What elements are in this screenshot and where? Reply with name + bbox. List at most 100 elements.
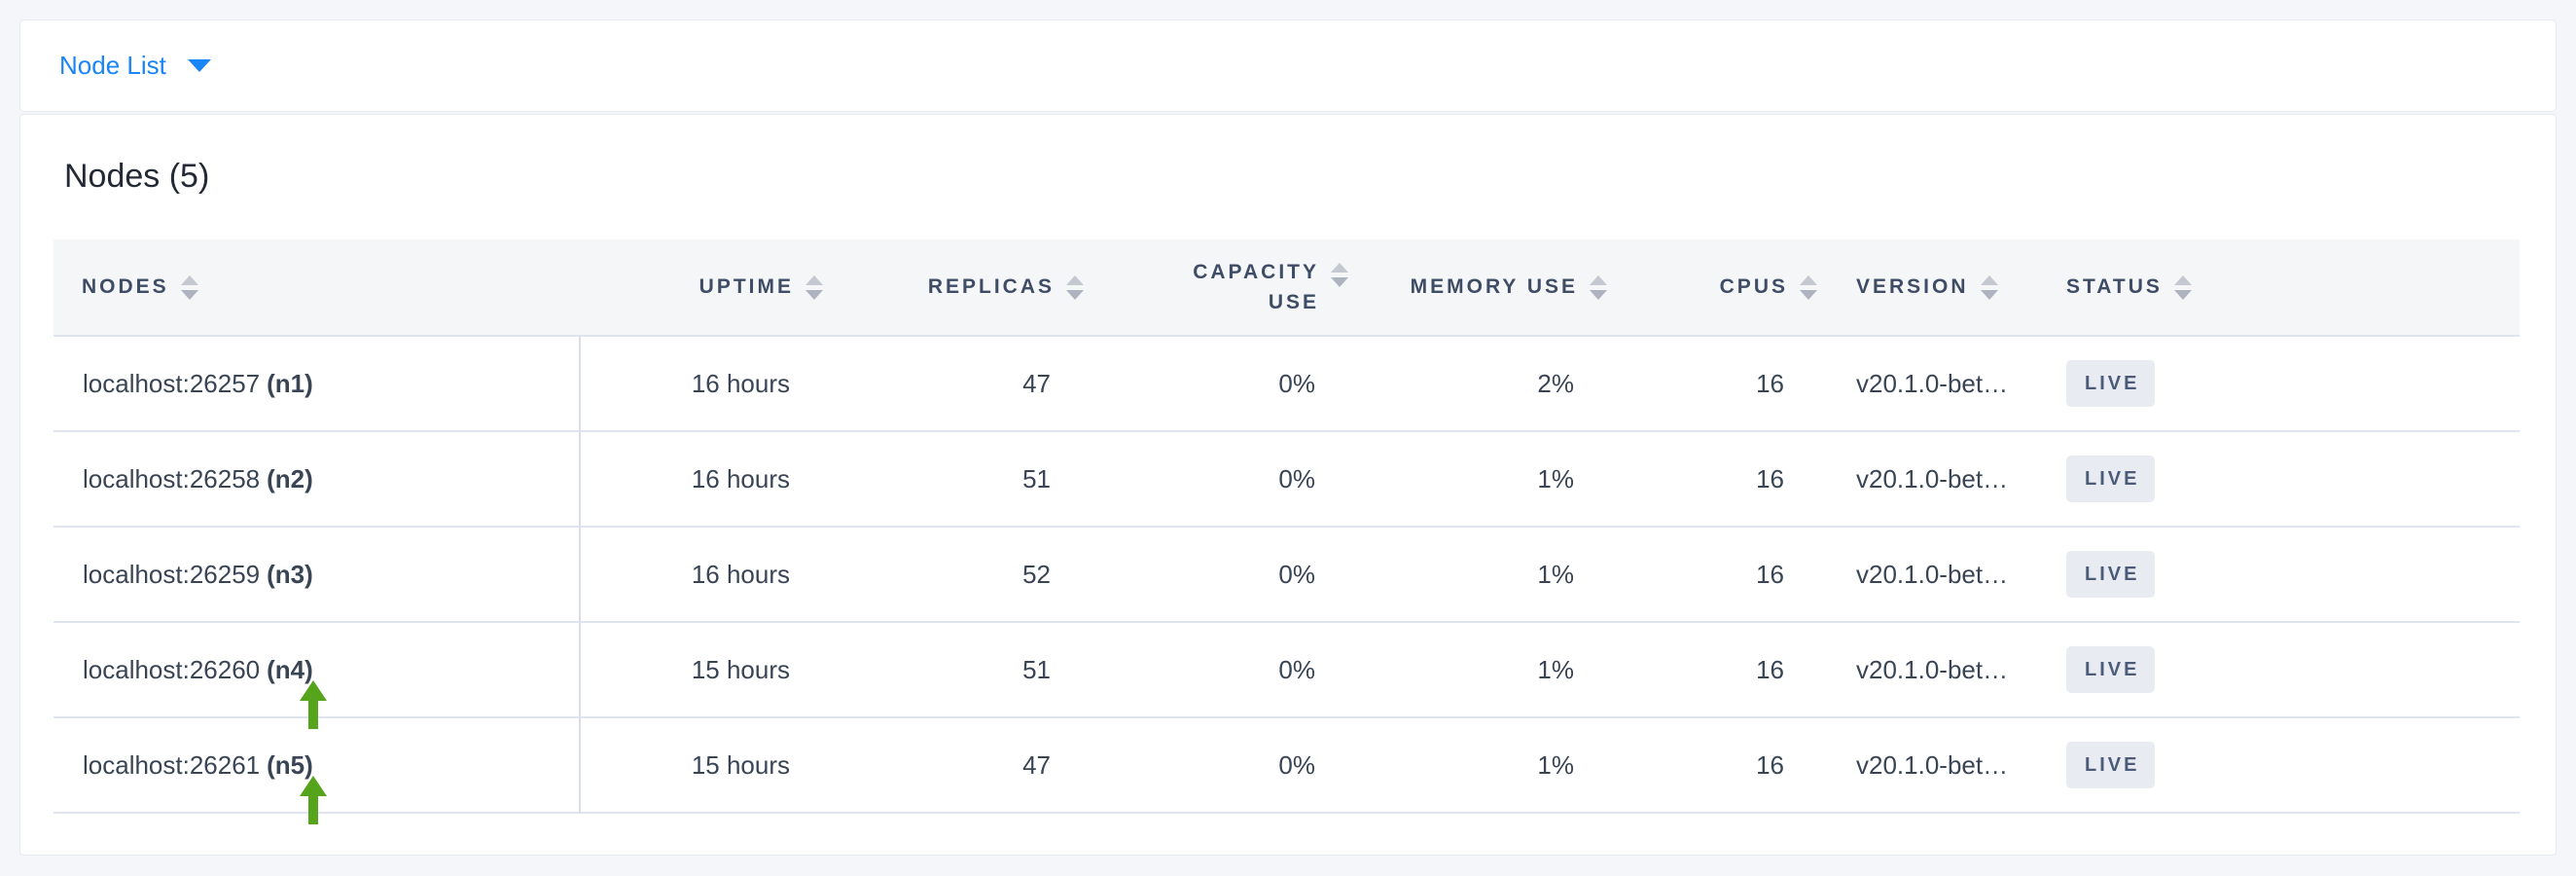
sort-arrows-icon — [805, 274, 823, 300]
node-id: (n4) — [267, 654, 313, 684]
cell-replicas: 51 — [1022, 463, 1051, 493]
cell-memory_use: 1% — [1537, 749, 1574, 780]
column-header-label: NODES — [82, 275, 169, 298]
column-header-replicas[interactable]: REPLICAS — [798, 239, 1084, 335]
nodes-column-divider — [579, 336, 581, 813]
chevron-down-icon — [187, 59, 211, 72]
arrow-stem — [308, 795, 318, 824]
arrow-head-icon — [300, 776, 327, 796]
table-row: localhost:26260 (n4) 15 hours 51 0% 1% 16 v20.1… — [54, 623, 2520, 718]
node-id: (n2) — [267, 463, 313, 493]
cell-capacity_use: 0% — [1278, 559, 1315, 589]
node-id: (n3) — [267, 559, 313, 589]
annotation-arrow-up-n5 — [299, 776, 328, 824]
view-selector-bar: Node List — [19, 19, 2557, 112]
cell-status: LIVE — [2038, 528, 2520, 621]
cell-version: v20.1.0-bet… — [1856, 559, 2009, 589]
nodes-panel: Nodes (5) NODES UPTIME REPLICAS CAPACITY US… — [19, 114, 2557, 856]
node-id: (n1) — [267, 368, 313, 398]
column-header-memory_use[interactable]: MEMORY USE — [1323, 239, 1607, 335]
cell-replicas: 52 — [1022, 559, 1051, 589]
cell-replicas: 47 — [1022, 368, 1051, 398]
status-badge-live: LIVE — [2066, 646, 2156, 693]
status-badge-live: LIVE — [2066, 456, 2156, 502]
cell-status: LIVE — [2038, 337, 2520, 430]
sort-arrows-icon — [1590, 274, 1607, 300]
cell-version: v20.1.0-bet… — [1856, 654, 2009, 684]
column-header-label: MEMORY USE — [1410, 275, 1578, 298]
column-header-uptime[interactable]: UPTIME — [579, 239, 823, 335]
cell-memory_use: 1% — [1537, 559, 1574, 589]
cell-uptime: 15 hours — [691, 654, 790, 684]
sort-arrows-icon — [1066, 274, 1084, 300]
sort-arrows-icon — [1800, 274, 1817, 300]
node-address: localhost:26260 — [83, 654, 261, 684]
column-header-label: VERSION — [1856, 275, 1969, 298]
cell-node: localhost:26260 (n4) — [54, 623, 579, 716]
column-header-label: CPUS — [1719, 275, 1788, 298]
node-list-dropdown-label: Node List — [59, 51, 166, 80]
cell-capacity_use: 0% — [1278, 368, 1315, 398]
column-header-node[interactable]: NODES — [54, 239, 579, 335]
table-header-row: NODES UPTIME REPLICAS CAPACITY USE MEMORY US… — [54, 239, 2520, 337]
table-row: localhost:26261 (n5) 15 hours 47 0% 1% 16 v20.1… — [54, 718, 2520, 814]
cell-cpus: 16 — [1756, 559, 1784, 589]
node-id: (n5) — [267, 749, 313, 780]
cell-cpus: 16 — [1756, 749, 1784, 780]
annotation-arrow-up-n4 — [299, 680, 328, 729]
page-title: Nodes (5) — [64, 158, 210, 195]
nodes-table: NODES UPTIME REPLICAS CAPACITY USE MEMORY US… — [54, 239, 2520, 814]
capacity-use-header-content: CAPACITY USE — [1173, 257, 1348, 318]
cell-node: localhost:26258 (n2) — [54, 432, 579, 526]
cell-memory_use: 1% — [1537, 654, 1574, 684]
column-header-capacity_use[interactable]: CAPACITY USE — [1058, 239, 1348, 335]
status-badge-live: LIVE — [2066, 360, 2156, 407]
column-header-status[interactable]: STATUS — [2038, 239, 2520, 335]
sort-arrows-icon — [180, 274, 198, 300]
table-row: localhost:26257 (n1) 16 hours 47 0% 2% 16 v20.1… — [54, 337, 2520, 432]
cell-uptime: 16 hours — [691, 463, 790, 493]
cell-status: LIVE — [2038, 718, 2520, 812]
node-address: localhost:26257 — [83, 368, 261, 398]
cell-memory_use: 2% — [1537, 368, 1574, 398]
cell-version: v20.1.0-bet… — [1856, 749, 2009, 780]
sort-arrows-icon — [1980, 274, 1998, 300]
cell-memory_use: 1% — [1537, 463, 1574, 493]
node-list-dropdown[interactable]: Node List — [59, 51, 211, 81]
cell-node: localhost:26261 (n5) — [54, 718, 579, 812]
cell-cpus: 16 — [1756, 654, 1784, 684]
cell-node: localhost:26259 (n3) — [54, 528, 579, 621]
sort-arrows-icon — [1331, 262, 1348, 287]
node-address: localhost:26261 — [83, 749, 261, 780]
cell-cpus: 16 — [1756, 463, 1784, 493]
cell-cpus: 16 — [1756, 368, 1784, 398]
column-header-version[interactable]: VERSION — [1792, 239, 2038, 335]
cell-uptime: 16 hours — [691, 559, 790, 589]
arrow-stem — [308, 700, 318, 729]
column-header-label: CAPACITY USE — [1193, 260, 1319, 314]
cell-status: LIVE — [2038, 432, 2520, 526]
cell-capacity_use: 0% — [1278, 749, 1315, 780]
cell-uptime: 16 hours — [691, 368, 790, 398]
arrow-head-icon — [300, 680, 327, 701]
cell-status: LIVE — [2038, 623, 2520, 716]
node-address: localhost:26258 — [83, 463, 261, 493]
cell-capacity_use: 0% — [1278, 654, 1315, 684]
table-row: localhost:26259 (n3) 16 hours 52 0% 1% 16 v20.1… — [54, 528, 2520, 623]
cell-replicas: 51 — [1022, 654, 1051, 684]
column-header-cpus[interactable]: CPUS — [1582, 239, 1817, 335]
cell-uptime: 15 hours — [691, 749, 790, 780]
column-header-label: STATUS — [2066, 275, 2163, 298]
table-body: localhost:26257 (n1) 16 hours 47 0% 2% 16 v20.1… — [54, 337, 2520, 814]
sort-arrows-icon — [2173, 274, 2192, 300]
table-row: localhost:26258 (n2) 16 hours 51 0% 1% 16 v20.1… — [54, 432, 2520, 528]
cell-replicas: 47 — [1022, 749, 1051, 780]
node-address: localhost:26259 — [83, 559, 261, 589]
cell-capacity_use: 0% — [1278, 463, 1315, 493]
column-header-label: UPTIME — [698, 275, 794, 298]
cell-version: v20.1.0-bet… — [1856, 463, 2009, 493]
column-header-label: REPLICAS — [927, 275, 1055, 298]
status-badge-live: LIVE — [2066, 742, 2156, 788]
status-badge-live: LIVE — [2066, 551, 2156, 598]
